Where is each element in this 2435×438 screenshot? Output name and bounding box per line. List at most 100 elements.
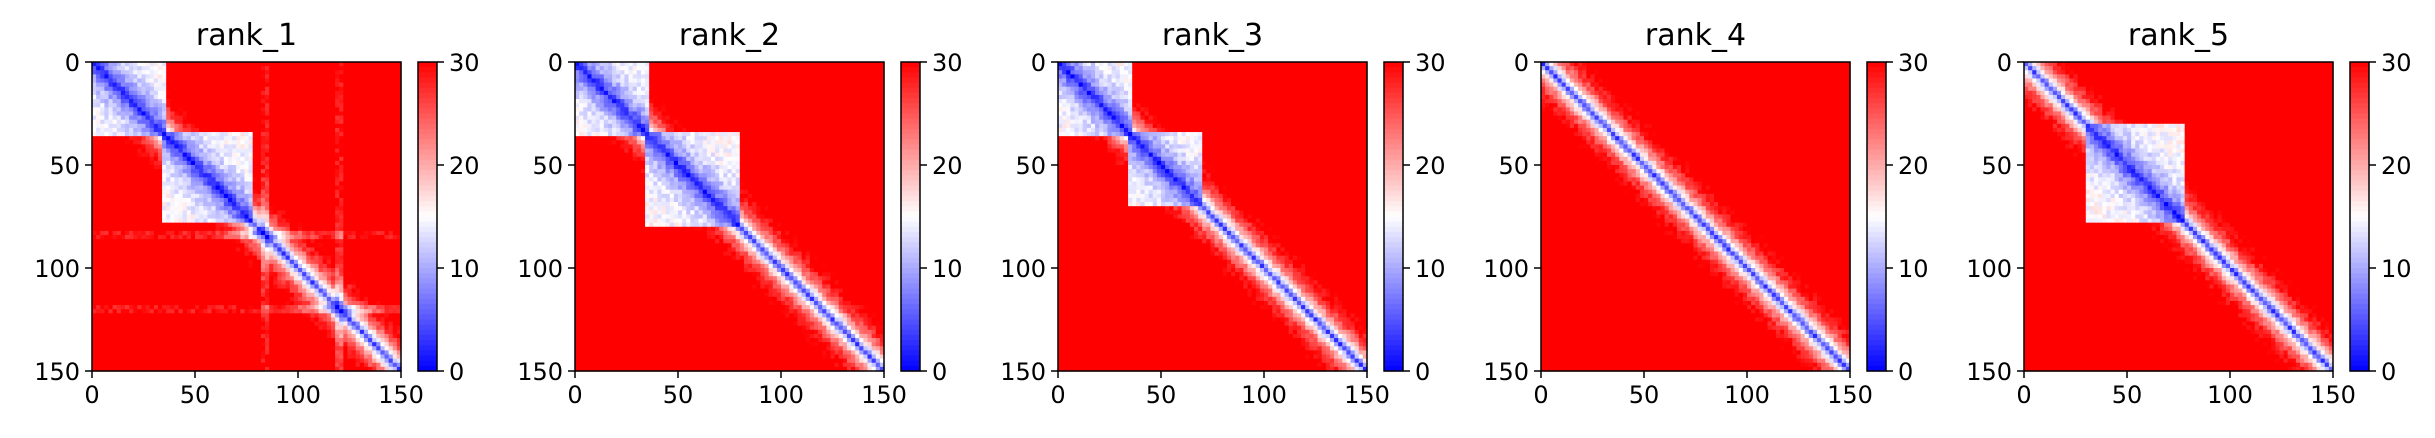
heatmap-cell [170, 194, 175, 199]
heatmap-cell [380, 252, 385, 257]
heatmap-cell [286, 144, 291, 149]
heatmap-cell [236, 301, 241, 306]
heatmap-cell [368, 111, 373, 116]
heatmap-cell [319, 256, 324, 261]
heatmap-cell [306, 78, 311, 83]
heatmap-cell [183, 95, 188, 100]
heatmap-cell [356, 326, 361, 331]
heatmap-cell [166, 83, 171, 88]
heatmap-cell [154, 186, 159, 191]
heatmap-cell [306, 70, 311, 75]
heatmap-cell [385, 313, 390, 318]
heatmap-cell [269, 235, 274, 240]
heatmap-cell [306, 83, 311, 88]
heatmap-cell [298, 219, 303, 224]
heatmap-cell [179, 289, 184, 294]
heatmap-cell [314, 214, 319, 219]
heatmap-cell [170, 289, 175, 294]
heatmap-cell [220, 227, 225, 232]
heatmap-cell [170, 186, 175, 191]
heatmap-cell [261, 169, 266, 174]
heatmap-cell [335, 219, 340, 224]
heatmap-cell [104, 206, 109, 211]
heatmap-cell [249, 132, 254, 137]
heatmap-cell [108, 181, 113, 186]
heatmap-cell [360, 194, 365, 199]
heatmap-cell [343, 181, 348, 186]
heatmap-cell [187, 322, 192, 327]
heatmap-cell [244, 87, 249, 92]
heatmap-cell [310, 169, 315, 174]
heatmap-cell [117, 231, 122, 236]
heatmap-cell [154, 297, 159, 302]
heatmap-cell [199, 136, 204, 141]
heatmap-cell [179, 111, 184, 116]
heatmap-cell [269, 280, 274, 285]
heatmap-cell [236, 116, 241, 121]
heatmap-cell [108, 128, 113, 133]
heatmap-cell [121, 190, 126, 195]
heatmap-cell [294, 305, 299, 310]
heatmap-cell [224, 272, 229, 277]
heatmap-cell [356, 293, 361, 298]
heatmap-cell [113, 74, 118, 79]
heatmap-cell [158, 334, 163, 339]
heatmap-cell [150, 161, 155, 166]
heatmap-cell [269, 165, 274, 170]
heatmap-cell [100, 116, 105, 121]
heatmap-cell [220, 326, 225, 331]
heatmap-cell [339, 322, 344, 327]
heatmap-cell [393, 190, 398, 195]
heatmap-cell [232, 272, 237, 277]
heatmap-cell [298, 99, 303, 104]
heatmap-cell [146, 330, 151, 335]
heatmap-cell [376, 144, 381, 149]
heatmap-cell [141, 136, 146, 141]
heatmap-cell [199, 223, 204, 228]
heatmap-cell [335, 289, 340, 294]
heatmap-cell [286, 173, 291, 178]
heatmap-cell [244, 91, 249, 96]
heatmap-cell [368, 157, 373, 162]
heatmap-cell [96, 132, 101, 137]
heatmap-cell [166, 305, 171, 310]
heatmap-cell [199, 317, 204, 322]
heatmap-cell [236, 268, 241, 273]
heatmap-cell [100, 140, 105, 145]
heatmap-cell [232, 227, 237, 232]
heatmap-cell [162, 87, 167, 92]
heatmap-cell [323, 165, 328, 170]
heatmap-cell [183, 214, 188, 219]
heatmap-cell [364, 268, 369, 273]
heatmap-cell [220, 161, 225, 166]
heatmap-cell [286, 78, 291, 83]
heatmap-cell [129, 289, 134, 294]
heatmap-cell [360, 231, 365, 236]
heatmap-cell [290, 161, 295, 166]
heatmap-cell [150, 239, 155, 244]
heatmap-cell [294, 103, 299, 108]
heatmap-cell [96, 280, 101, 285]
heatmap-cell [195, 95, 200, 100]
heatmap-cell [146, 95, 151, 100]
heatmap-cell [146, 231, 151, 236]
heatmap-cell [372, 330, 377, 335]
heatmap-cell [269, 66, 274, 71]
heatmap-cell [236, 214, 241, 219]
heatmap-cell [199, 326, 204, 331]
heatmap-cell [273, 190, 278, 195]
heatmap-cell [389, 214, 394, 219]
heatmap-cell [133, 276, 138, 281]
heatmap-cell [364, 107, 369, 112]
heatmap-cell [261, 194, 266, 199]
heatmap-cell [104, 78, 109, 83]
heatmap-cell [277, 132, 282, 137]
heatmap-cell [199, 219, 204, 224]
heatmap-cell [133, 239, 138, 244]
heatmap-cell [339, 301, 344, 306]
heatmap-cell [96, 272, 101, 277]
heatmap-cell [158, 280, 163, 285]
heatmap-cell [211, 107, 216, 112]
heatmap-cell [183, 330, 188, 335]
heatmap-cell [286, 103, 291, 108]
